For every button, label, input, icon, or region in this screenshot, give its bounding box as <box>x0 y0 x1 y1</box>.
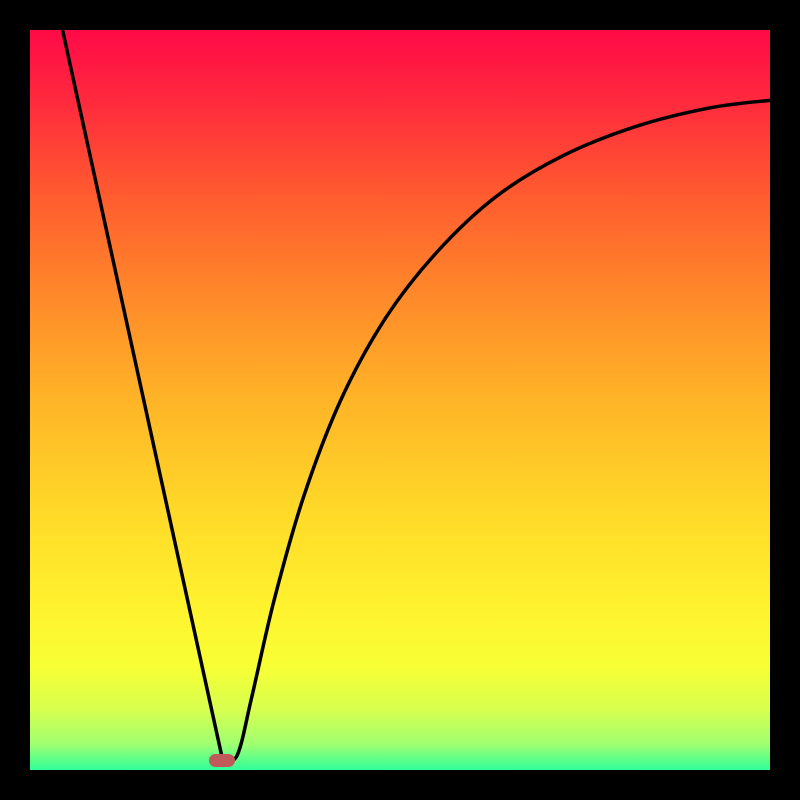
plot-border-left <box>0 30 30 770</box>
chart-outer: TheBottleneck.com <box>0 0 800 800</box>
plot-background <box>30 30 770 770</box>
plot-border-top <box>0 0 800 30</box>
plot-border-bottom <box>0 770 800 800</box>
plot-svg <box>30 30 770 770</box>
plot-area <box>30 30 770 770</box>
valley-marker <box>209 754 235 767</box>
plot-border-right <box>770 30 800 770</box>
